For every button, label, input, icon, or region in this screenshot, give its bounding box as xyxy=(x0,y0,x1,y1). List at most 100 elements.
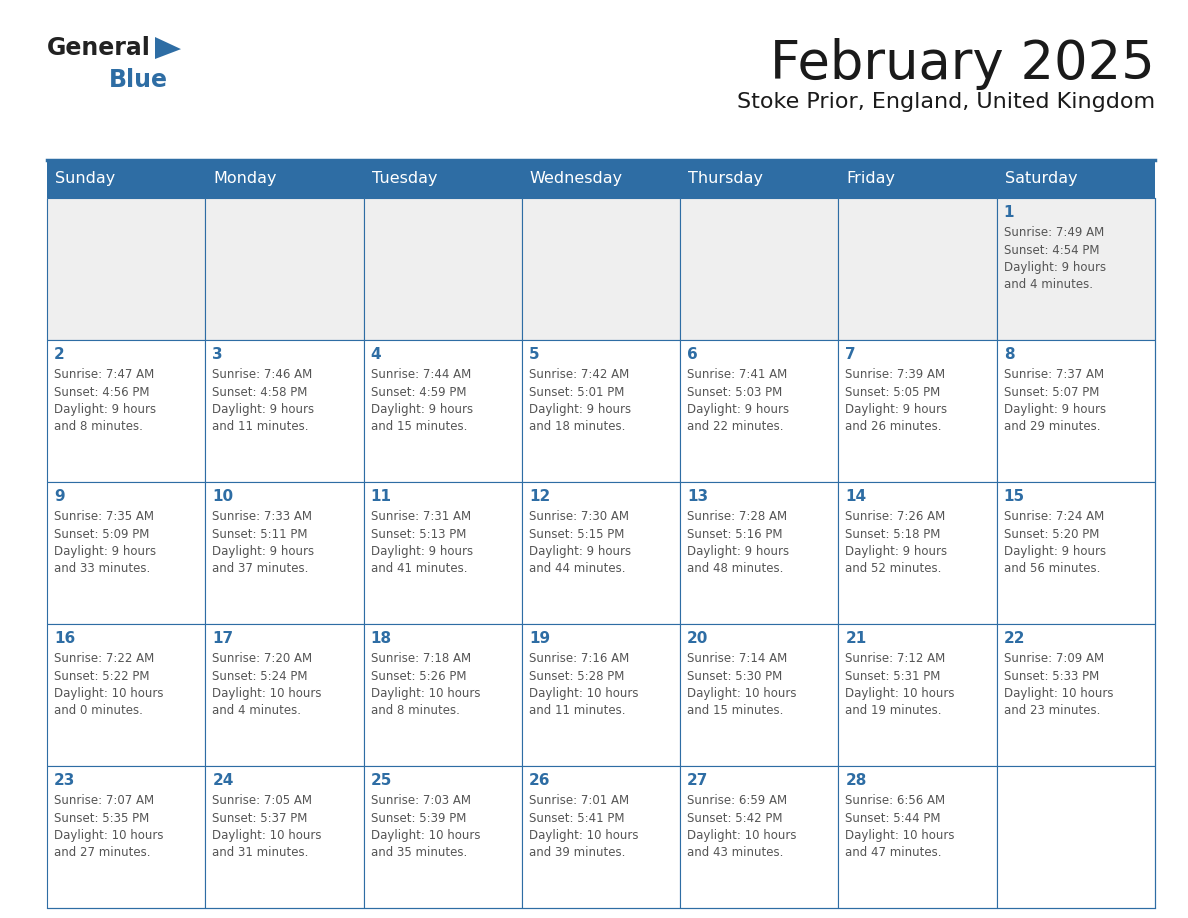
Bar xyxy=(48,198,206,340)
Text: General: General xyxy=(48,36,151,60)
Text: Sunrise: 7:37 AM
Sunset: 5:07 PM
Daylight: 9 hours
and 29 minutes.: Sunrise: 7:37 AM Sunset: 5:07 PM Dayligh… xyxy=(1004,368,1106,433)
Bar xyxy=(364,624,522,766)
Text: Sunrise: 7:09 AM
Sunset: 5:33 PM
Daylight: 10 hours
and 23 minutes.: Sunrise: 7:09 AM Sunset: 5:33 PM Dayligh… xyxy=(1004,652,1113,718)
Bar xyxy=(364,766,522,908)
Text: Sunrise: 7:28 AM
Sunset: 5:16 PM
Daylight: 9 hours
and 48 minutes.: Sunrise: 7:28 AM Sunset: 5:16 PM Dayligh… xyxy=(687,510,789,576)
Text: Sunrise: 7:20 AM
Sunset: 5:24 PM
Daylight: 10 hours
and 4 minutes.: Sunrise: 7:20 AM Sunset: 5:24 PM Dayligh… xyxy=(213,652,322,718)
Polygon shape xyxy=(154,37,181,59)
Text: 13: 13 xyxy=(687,489,708,504)
Bar xyxy=(522,340,681,482)
Text: Saturday: Saturday xyxy=(1005,172,1078,186)
Text: Sunrise: 7:14 AM
Sunset: 5:30 PM
Daylight: 10 hours
and 15 minutes.: Sunrise: 7:14 AM Sunset: 5:30 PM Dayligh… xyxy=(687,652,797,718)
Bar xyxy=(839,482,997,624)
Bar xyxy=(48,482,206,624)
Bar xyxy=(681,766,839,908)
Text: 12: 12 xyxy=(529,489,550,504)
Text: Sunrise: 6:56 AM
Sunset: 5:44 PM
Daylight: 10 hours
and 47 minutes.: Sunrise: 6:56 AM Sunset: 5:44 PM Dayligh… xyxy=(846,794,955,859)
Text: 14: 14 xyxy=(846,489,866,504)
Text: 15: 15 xyxy=(1004,489,1025,504)
Text: Sunrise: 7:26 AM
Sunset: 5:18 PM
Daylight: 9 hours
and 52 minutes.: Sunrise: 7:26 AM Sunset: 5:18 PM Dayligh… xyxy=(846,510,948,576)
Bar xyxy=(681,198,839,340)
Text: Monday: Monday xyxy=(214,172,277,186)
Text: Sunday: Sunday xyxy=(55,172,115,186)
Text: Sunrise: 7:07 AM
Sunset: 5:35 PM
Daylight: 10 hours
and 27 minutes.: Sunrise: 7:07 AM Sunset: 5:35 PM Dayligh… xyxy=(53,794,164,859)
Bar xyxy=(48,160,1155,198)
Text: 3: 3 xyxy=(213,347,223,362)
Text: Sunrise: 7:47 AM
Sunset: 4:56 PM
Daylight: 9 hours
and 8 minutes.: Sunrise: 7:47 AM Sunset: 4:56 PM Dayligh… xyxy=(53,368,156,433)
Text: 17: 17 xyxy=(213,631,233,646)
Bar xyxy=(364,482,522,624)
Text: Sunrise: 7:39 AM
Sunset: 5:05 PM
Daylight: 9 hours
and 26 minutes.: Sunrise: 7:39 AM Sunset: 5:05 PM Dayligh… xyxy=(846,368,948,433)
Text: 7: 7 xyxy=(846,347,857,362)
Text: Sunrise: 7:03 AM
Sunset: 5:39 PM
Daylight: 10 hours
and 35 minutes.: Sunrise: 7:03 AM Sunset: 5:39 PM Dayligh… xyxy=(371,794,480,859)
Text: Sunrise: 7:05 AM
Sunset: 5:37 PM
Daylight: 10 hours
and 31 minutes.: Sunrise: 7:05 AM Sunset: 5:37 PM Dayligh… xyxy=(213,794,322,859)
Text: 5: 5 xyxy=(529,347,539,362)
Bar xyxy=(681,624,839,766)
Bar xyxy=(997,624,1155,766)
Text: 28: 28 xyxy=(846,773,867,788)
Text: 26: 26 xyxy=(529,773,550,788)
Bar xyxy=(522,482,681,624)
Bar xyxy=(206,766,364,908)
Text: 19: 19 xyxy=(529,631,550,646)
Text: 18: 18 xyxy=(371,631,392,646)
Text: Sunrise: 7:30 AM
Sunset: 5:15 PM
Daylight: 9 hours
and 44 minutes.: Sunrise: 7:30 AM Sunset: 5:15 PM Dayligh… xyxy=(529,510,631,576)
Bar xyxy=(364,340,522,482)
Text: Sunrise: 7:01 AM
Sunset: 5:41 PM
Daylight: 10 hours
and 39 minutes.: Sunrise: 7:01 AM Sunset: 5:41 PM Dayligh… xyxy=(529,794,638,859)
Bar xyxy=(839,198,997,340)
Text: Thursday: Thursday xyxy=(688,172,763,186)
Bar xyxy=(681,340,839,482)
Text: Tuesday: Tuesday xyxy=(372,172,437,186)
Text: 24: 24 xyxy=(213,773,234,788)
Bar xyxy=(997,482,1155,624)
Text: Sunrise: 7:44 AM
Sunset: 4:59 PM
Daylight: 9 hours
and 15 minutes.: Sunrise: 7:44 AM Sunset: 4:59 PM Dayligh… xyxy=(371,368,473,433)
Text: Sunrise: 7:33 AM
Sunset: 5:11 PM
Daylight: 9 hours
and 37 minutes.: Sunrise: 7:33 AM Sunset: 5:11 PM Dayligh… xyxy=(213,510,315,576)
Text: 6: 6 xyxy=(687,347,697,362)
Bar xyxy=(48,766,206,908)
Text: Wednesday: Wednesday xyxy=(530,172,623,186)
Text: 22: 22 xyxy=(1004,631,1025,646)
Text: Stoke Prior, England, United Kingdom: Stoke Prior, England, United Kingdom xyxy=(737,92,1155,112)
Bar xyxy=(206,198,364,340)
Text: 8: 8 xyxy=(1004,347,1015,362)
Bar xyxy=(839,624,997,766)
Bar xyxy=(522,766,681,908)
Bar xyxy=(48,624,206,766)
Bar xyxy=(997,198,1155,340)
Bar xyxy=(839,340,997,482)
Text: Sunrise: 7:41 AM
Sunset: 5:03 PM
Daylight: 9 hours
and 22 minutes.: Sunrise: 7:41 AM Sunset: 5:03 PM Dayligh… xyxy=(687,368,789,433)
Text: 2: 2 xyxy=(53,347,65,362)
Text: 16: 16 xyxy=(53,631,75,646)
Bar xyxy=(364,198,522,340)
Text: Sunrise: 7:16 AM
Sunset: 5:28 PM
Daylight: 10 hours
and 11 minutes.: Sunrise: 7:16 AM Sunset: 5:28 PM Dayligh… xyxy=(529,652,638,718)
Text: Sunrise: 7:12 AM
Sunset: 5:31 PM
Daylight: 10 hours
and 19 minutes.: Sunrise: 7:12 AM Sunset: 5:31 PM Dayligh… xyxy=(846,652,955,718)
Text: 23: 23 xyxy=(53,773,75,788)
Text: Blue: Blue xyxy=(109,68,168,92)
Text: 11: 11 xyxy=(371,489,392,504)
Bar xyxy=(681,482,839,624)
Text: 4: 4 xyxy=(371,347,381,362)
Text: 20: 20 xyxy=(687,631,708,646)
Text: Sunrise: 7:35 AM
Sunset: 5:09 PM
Daylight: 9 hours
and 33 minutes.: Sunrise: 7:35 AM Sunset: 5:09 PM Dayligh… xyxy=(53,510,156,576)
Text: 25: 25 xyxy=(371,773,392,788)
Text: 1: 1 xyxy=(1004,205,1015,220)
Bar xyxy=(206,340,364,482)
Text: 27: 27 xyxy=(687,773,708,788)
Bar xyxy=(206,482,364,624)
Text: Friday: Friday xyxy=(846,172,896,186)
Bar xyxy=(522,624,681,766)
Text: Sunrise: 7:31 AM
Sunset: 5:13 PM
Daylight: 9 hours
and 41 minutes.: Sunrise: 7:31 AM Sunset: 5:13 PM Dayligh… xyxy=(371,510,473,576)
Bar xyxy=(522,198,681,340)
Bar xyxy=(48,340,206,482)
Bar xyxy=(997,766,1155,908)
Bar xyxy=(206,624,364,766)
Text: Sunrise: 7:24 AM
Sunset: 5:20 PM
Daylight: 9 hours
and 56 minutes.: Sunrise: 7:24 AM Sunset: 5:20 PM Dayligh… xyxy=(1004,510,1106,576)
Text: 21: 21 xyxy=(846,631,867,646)
Text: Sunrise: 7:22 AM
Sunset: 5:22 PM
Daylight: 10 hours
and 0 minutes.: Sunrise: 7:22 AM Sunset: 5:22 PM Dayligh… xyxy=(53,652,164,718)
Text: Sunrise: 7:18 AM
Sunset: 5:26 PM
Daylight: 10 hours
and 8 minutes.: Sunrise: 7:18 AM Sunset: 5:26 PM Dayligh… xyxy=(371,652,480,718)
Text: Sunrise: 7:46 AM
Sunset: 4:58 PM
Daylight: 9 hours
and 11 minutes.: Sunrise: 7:46 AM Sunset: 4:58 PM Dayligh… xyxy=(213,368,315,433)
Text: Sunrise: 7:49 AM
Sunset: 4:54 PM
Daylight: 9 hours
and 4 minutes.: Sunrise: 7:49 AM Sunset: 4:54 PM Dayligh… xyxy=(1004,226,1106,292)
Bar xyxy=(839,766,997,908)
Text: 10: 10 xyxy=(213,489,233,504)
Text: February 2025: February 2025 xyxy=(770,38,1155,90)
